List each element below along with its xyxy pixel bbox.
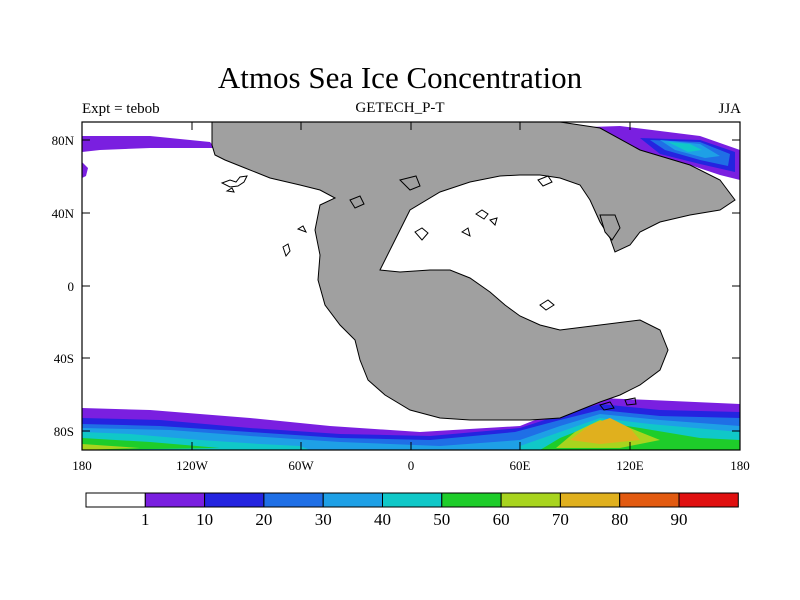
colorbar-swatch bbox=[322, 492, 384, 508]
sea-ice-south-orange bbox=[570, 418, 640, 444]
colorbar-label: 90 bbox=[671, 510, 688, 529]
lat-tick-label: 40N bbox=[52, 206, 75, 221]
colorbar-label: 30 bbox=[315, 510, 332, 529]
colorbar-label: 80 bbox=[611, 510, 628, 529]
colorbar-swatch bbox=[500, 492, 561, 508]
colorbar-label: 1 bbox=[141, 510, 150, 529]
latitude-axis: 80N 40N 0 40S 80S bbox=[52, 133, 740, 439]
sea-ice-north-green bbox=[668, 142, 702, 152]
land-island-2 bbox=[399, 175, 421, 191]
land-pangaea bbox=[211, 122, 736, 421]
colorbar-swatch bbox=[144, 492, 206, 508]
lon-tick-label: 0 bbox=[408, 458, 415, 473]
colorbar-swatch bbox=[263, 492, 324, 508]
colorbar-swatch bbox=[441, 492, 502, 508]
colorbar-swatch bbox=[204, 492, 265, 508]
colorbar-swatch bbox=[619, 492, 680, 508]
colorbar-swatch bbox=[382, 492, 443, 508]
lat-tick-label: 80S bbox=[54, 424, 74, 439]
colorbar-swatch bbox=[85, 492, 146, 508]
experiment-label: Expt = tebob bbox=[82, 101, 160, 117]
season-label: JJA bbox=[718, 101, 741, 117]
colorbar: 1 10 20 30 40 50 60 70 80 90 bbox=[85, 492, 739, 529]
colorbar-label: 50 bbox=[433, 510, 450, 529]
colorbar-label: 40 bbox=[374, 510, 391, 529]
lon-tick-label: 60E bbox=[510, 458, 531, 473]
lat-tick-label: 80N bbox=[52, 133, 75, 148]
lon-tick-label: 120E bbox=[616, 458, 644, 473]
coastline-fragments bbox=[220, 175, 637, 411]
colorbar-swatch bbox=[678, 492, 739, 508]
colorbar-swatch bbox=[559, 492, 621, 508]
colorbar-label: 10 bbox=[196, 510, 213, 529]
colorbar-label: 60 bbox=[493, 510, 510, 529]
colorbar-label: 70 bbox=[552, 510, 569, 529]
colorbar-label: 20 bbox=[255, 510, 272, 529]
lat-tick-label: 0 bbox=[68, 279, 75, 294]
longitude-axis: 180 120W 60W 0 60E 120E 180 bbox=[72, 122, 750, 473]
map-subtitle: GETECH_P-T bbox=[355, 100, 445, 116]
lon-tick-label: 60W bbox=[288, 458, 314, 473]
lon-tick-label: 180 bbox=[730, 458, 750, 473]
lon-tick-label: 180 bbox=[72, 458, 92, 473]
land-island-1 bbox=[599, 214, 621, 241]
lat-tick-label: 40S bbox=[54, 351, 74, 366]
lon-tick-label: 120W bbox=[176, 458, 209, 473]
map-title: Atmos Sea Ice Concentration bbox=[217, 60, 583, 95]
